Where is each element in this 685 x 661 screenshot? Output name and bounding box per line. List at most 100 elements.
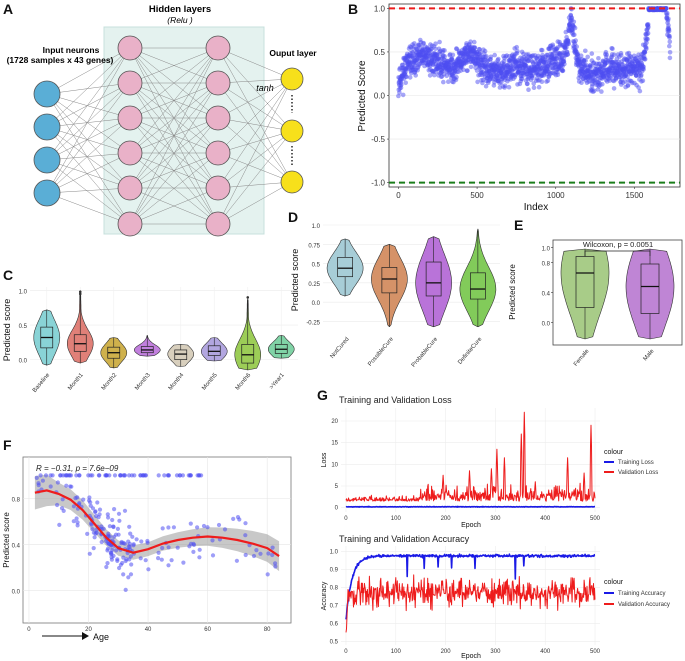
panel-c-4-violin <box>167 344 194 367</box>
panel-b-point <box>642 57 648 62</box>
hidden2-neuron <box>205 175 231 201</box>
input-label-line2: (1728 samples x 43 genes) <box>7 55 114 65</box>
panel-b-point <box>468 64 474 70</box>
connection-line <box>129 117 219 225</box>
panel-b-point <box>478 50 483 55</box>
panel-b-point <box>449 56 455 61</box>
panel-f-point <box>138 556 143 561</box>
connection-line <box>46 47 131 95</box>
panel-c-5-box <box>207 345 221 356</box>
panel-f-point <box>146 567 151 572</box>
panel-e-1-box <box>640 263 660 314</box>
loss-legend-training-label: Training Loss <box>618 460 654 466</box>
accuracy-chart-ytick-label: 0.7 <box>330 603 339 609</box>
accuracy-chart-ytick-label: 0.6 <box>330 621 339 627</box>
panel-d-ytick-label: 0.0 <box>312 301 321 307</box>
panel-b-point <box>644 46 649 52</box>
panel-c-xtick-label: Month6 <box>235 372 253 392</box>
panel-f-xlabel: Age <box>93 632 109 642</box>
panel-b-point <box>502 83 508 88</box>
panel-f-point <box>243 533 248 538</box>
panel-d-xtick-label: PossibleCure <box>367 336 395 368</box>
panel-b-point <box>667 50 673 55</box>
panel-f-point <box>92 535 97 540</box>
connection-line <box>46 126 131 189</box>
panel-e-plot: 0.0 0.4 0.8 1.0 Female Male <box>542 239 683 368</box>
panel-label-e: E <box>514 217 523 233</box>
panel-b-ytick-label: -1.0 <box>371 179 385 188</box>
panel-f-point <box>143 558 148 563</box>
panel-b-point <box>599 89 604 94</box>
panel-d-0-box <box>337 257 353 278</box>
panel-f-point <box>93 509 98 515</box>
panel-b-point <box>536 84 542 90</box>
panel-c-outlier <box>78 292 82 296</box>
accuracy-legend-training-label: Training Accuracy <box>618 591 665 597</box>
panel-f-point <box>71 519 76 524</box>
panel-c-1-box <box>73 334 87 352</box>
panel-f-point <box>105 561 110 566</box>
output-activation: tanh <box>256 83 274 93</box>
panel-b-point <box>585 54 590 60</box>
connection-line <box>46 93 131 225</box>
loss-chart-ytick-label: 0 <box>335 506 339 512</box>
output-neuron <box>280 170 304 194</box>
panel-f-point <box>75 495 80 500</box>
panel-f-point <box>48 484 53 489</box>
panel-d-3-box <box>470 272 486 300</box>
panel-b-point <box>618 53 624 58</box>
input-neuron <box>33 179 61 207</box>
panel-b-point <box>482 48 488 54</box>
panel-f-point <box>181 560 186 565</box>
panel-f-point <box>187 544 192 549</box>
panel-f-point <box>199 473 204 478</box>
panel-f-point <box>88 500 93 505</box>
panel-e-ylabel: Predicted score <box>508 264 517 320</box>
panel-b-point <box>413 73 419 78</box>
loss-chart-xtick-label: 0 <box>344 516 348 522</box>
panel-b-point <box>427 73 433 78</box>
panel-b-point <box>396 93 401 99</box>
panel-f-point <box>251 553 257 559</box>
panel-f-point <box>131 543 136 548</box>
panel-b-point <box>404 74 409 80</box>
accuracy-chart-xtick-label: 300 <box>490 649 501 655</box>
panel-b-point <box>454 74 459 80</box>
panel-f-point <box>180 473 185 478</box>
panel-f-point <box>61 508 66 513</box>
connection-line <box>46 117 131 161</box>
loss-chart-series-1 <box>345 411 596 502</box>
hidden1-neuron <box>117 140 143 166</box>
panel-f-point <box>187 473 192 478</box>
hidden1-neuron <box>117 211 143 237</box>
panel-c-ytick-label: 0.5 <box>19 324 28 330</box>
accuracy-chart-ytick-label: 0.8 <box>330 585 339 591</box>
panel-f-point <box>145 538 150 544</box>
panel-f-point <box>156 556 161 561</box>
panel-b-point <box>578 53 584 58</box>
panel-f-point <box>74 473 79 478</box>
panel-b-xtick-label: 1500 <box>625 191 643 200</box>
panel-b-point <box>442 54 448 59</box>
panel-f-point <box>126 575 131 580</box>
connection-line <box>46 126 131 154</box>
panel-f-point <box>90 527 95 532</box>
accuracy-chart-series-0 <box>345 553 596 620</box>
connection-line <box>217 117 293 183</box>
panel-f-point <box>57 522 62 528</box>
connection-line <box>46 47 131 161</box>
connection-line <box>46 47 131 128</box>
panel-b-point <box>611 52 617 57</box>
panel-f-point <box>97 507 103 512</box>
accuracy-chart-xtick-label: 200 <box>441 649 452 655</box>
panel-b-point <box>492 52 498 58</box>
panel-f-point <box>127 541 132 546</box>
hidden-activation: (Relu ) <box>167 15 193 25</box>
connection-line <box>217 78 293 154</box>
panel-f-point <box>165 473 170 478</box>
panel-f-point <box>128 554 133 559</box>
panel-f-xtick-label: 60 <box>204 627 211 633</box>
panel-c-6-box <box>241 344 255 364</box>
loss-chart-xtick-label: 300 <box>490 516 501 522</box>
panel-e-xtick-label: Male <box>643 348 656 362</box>
